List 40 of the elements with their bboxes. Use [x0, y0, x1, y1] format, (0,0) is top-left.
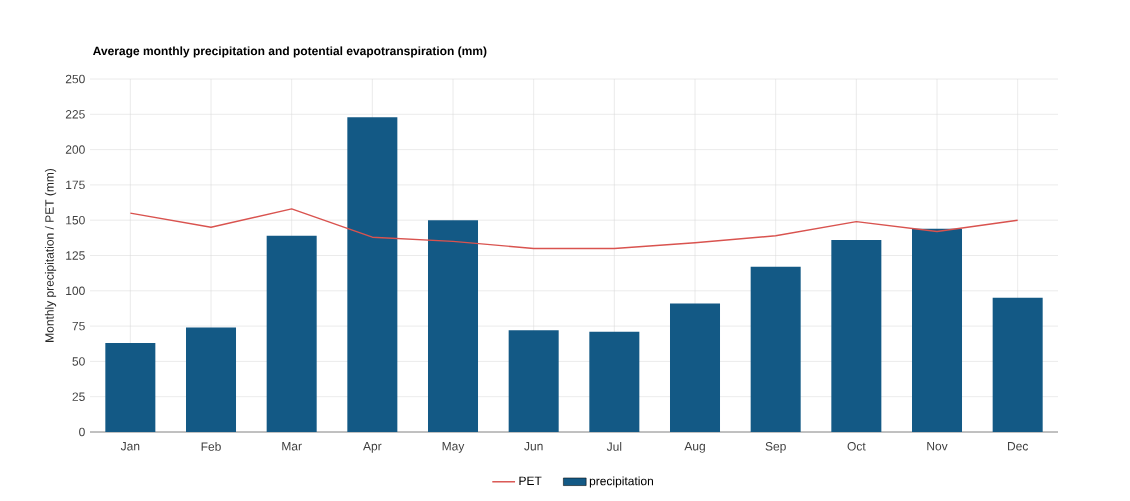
x-tick-label: Apr	[363, 442, 382, 453]
bar	[750, 266, 801, 432]
bar	[347, 117, 398, 432]
line-series	[129, 208, 1019, 250]
y-tick-label: 225	[65, 110, 85, 119]
y-axis-title: Monthly precipitation / PET (mm)	[44, 168, 57, 342]
x-tick-label: Dec	[1007, 442, 1029, 451]
y-tick-label: 125	[66, 251, 85, 260]
y-tick-label: 75	[72, 321, 85, 331]
bar	[992, 297, 1043, 432]
bar	[105, 343, 156, 432]
x-tick-label: Mar	[282, 442, 302, 451]
bar	[186, 327, 237, 432]
y-tick-label: 50	[72, 357, 85, 366]
y-tick-label: 25	[72, 392, 85, 401]
bar	[266, 235, 317, 432]
legend-label: precipitation	[589, 476, 653, 488]
x-tick-label: Feb	[201, 442, 221, 451]
y-tick-label: 175	[66, 180, 85, 190]
x-tick-label: Jan	[120, 442, 140, 451]
bar	[831, 239, 882, 432]
y-tick-label: 250	[65, 74, 85, 84]
y-tick-label: 200	[65, 145, 85, 154]
y-tick-label: 150	[66, 215, 85, 225]
bar	[589, 331, 640, 432]
y-tick-label: 100	[66, 286, 85, 296]
x-tick-label: May	[442, 442, 465, 453]
bar	[670, 303, 721, 432]
bar	[508, 330, 559, 432]
bar	[428, 220, 479, 432]
bar	[912, 228, 963, 432]
x-tick-label: Nov	[927, 442, 948, 451]
x-tick-label: Aug	[684, 442, 705, 453]
x-tick-label: Sep	[765, 442, 786, 453]
x-tick-label: Oct	[847, 442, 866, 451]
x-tick-label: Jun	[524, 442, 543, 451]
legend-label: PET	[519, 476, 542, 485]
x-tick-label: Jul	[606, 442, 622, 451]
chart-title: Average monthly precipitation and potential evapotranspiration (mm)	[93, 46, 487, 58]
y-tick-label: 0	[79, 427, 85, 437]
